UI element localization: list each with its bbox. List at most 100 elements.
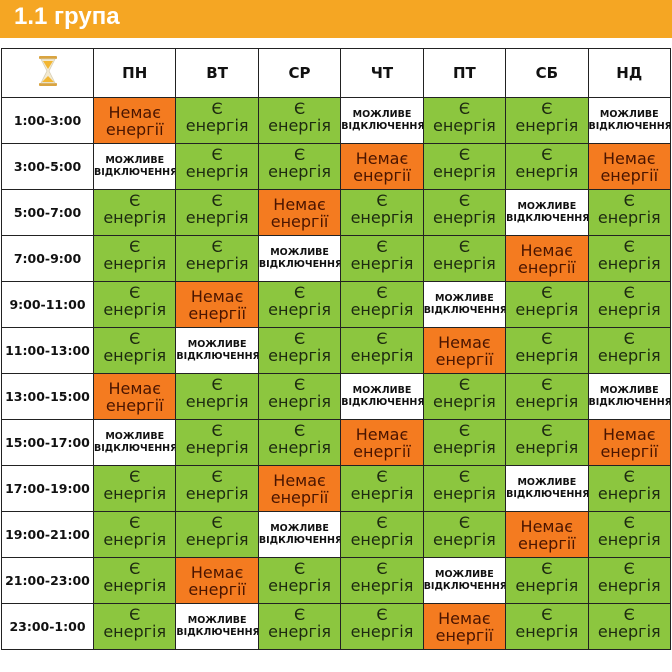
cell-text: енергії (600, 441, 659, 461)
cell-text: Є (623, 466, 635, 486)
day-header: НД (587, 48, 672, 98)
cell-text: енергії (435, 625, 494, 645)
cell-possible-outage: МОЖЛИВЕ ВІДКЛЮЧЕННЯ (422, 557, 507, 604)
cell-text: Є (376, 282, 388, 302)
time-slot: 9:00-11:00 (1, 281, 94, 328)
cell-text: Є (129, 190, 141, 210)
cell-power-off: Немає енергії (92, 97, 177, 144)
cell-text: енергія (185, 529, 249, 549)
cell-text: Є (541, 604, 553, 624)
day-header: ЧТ (340, 48, 424, 98)
cell-power-off: Немає енергії (175, 557, 259, 604)
cell-text: Є (293, 604, 306, 624)
cell-possible-outage: МОЖЛИВЕ ВІДКЛЮЧЕННЯ (175, 327, 259, 374)
time-slot: 7:00-9:00 (1, 235, 94, 282)
cell-text: енергія (515, 575, 579, 595)
cell-text: Немає (108, 102, 161, 122)
cell-text: МОЖЛИВЕ (105, 430, 165, 442)
cell-text: енергія (597, 207, 661, 227)
cell-text: енергія (350, 253, 414, 273)
cell-text: енергія (185, 115, 249, 135)
cell-text: ВІДКЛЮЧЕННЯ (176, 350, 259, 362)
time-slot: 19:00-21:00 (1, 511, 94, 558)
cell-possible-outage: МОЖЛИВЕ ВІДКЛЮЧЕННЯ (505, 465, 589, 512)
time-slot: 11:00-13:00 (1, 327, 94, 374)
cell-text: енергія (515, 345, 579, 365)
cell-text: Є (541, 98, 553, 118)
cell-text: Є (129, 282, 141, 302)
cell-text: енергія (515, 161, 579, 181)
cell-text: МОЖЛИВЕ (187, 614, 247, 626)
cell-text: Є (458, 374, 470, 394)
cell-possible-outage: МОЖЛИВЕ ВІДКЛЮЧЕННЯ (175, 603, 259, 650)
cell-possible-outage: МОЖЛИВЕ ВІДКЛЮЧЕННЯ (257, 511, 342, 558)
cell-text: енергія (597, 299, 661, 319)
cell-text: енергія (597, 253, 661, 273)
cell-text: енергія (103, 529, 167, 549)
cell-text: енергія (185, 253, 249, 273)
title-bar: 1.1 група (0, 0, 672, 38)
cell-text: МОЖЛИВЕ (599, 108, 659, 120)
cell-text: Немає (438, 608, 491, 628)
cell-text: енергія (350, 575, 414, 595)
cell-text: Є (458, 466, 470, 486)
cell-text: енергія (103, 345, 167, 365)
cell-power-off: Немає енергії (587, 143, 672, 190)
cell-possible-outage: МОЖЛИВЕ ВІДКЛЮЧЕННЯ (422, 281, 507, 328)
cell-text: МОЖЛИВЕ (270, 246, 329, 258)
cell-text: Є (541, 374, 553, 394)
day-header: СБ (505, 48, 589, 98)
cell-text: Є (458, 420, 470, 440)
cell-text: енергія (433, 253, 496, 273)
cell-power-off: Немає енергії (505, 235, 589, 282)
cell-text: енергія (433, 207, 496, 227)
cell-text: Є (129, 512, 141, 532)
cell-text: Немає (438, 332, 491, 352)
cell-text: енергія (597, 621, 661, 641)
time-slot: 21:00-23:00 (1, 557, 94, 604)
cell-text: енергія (268, 621, 331, 641)
cell-power-off: Немає енергії (587, 419, 672, 466)
cell-text: Є (129, 558, 141, 578)
cell-text: МОЖЛИВЕ (517, 200, 577, 212)
cell-text: енергія (185, 437, 249, 457)
cell-possible-outage: МОЖЛИВЕ ВІДКЛЮЧЕННЯ (587, 97, 672, 144)
hourglass-icon (38, 56, 57, 86)
cell-text: енергія (103, 483, 167, 503)
cell-text: Є (211, 144, 223, 164)
cell-text: Немає (520, 516, 574, 536)
cell-text: Є (376, 236, 388, 256)
cell-text: Є (541, 420, 553, 440)
cell-text: ВІДКЛЮЧЕННЯ (258, 534, 341, 546)
cell-text: Є (129, 236, 141, 256)
cell-text: ВІДКЛЮЧЕННЯ (176, 626, 259, 638)
cell-text: Є (623, 558, 635, 578)
cell-text: енергія (515, 437, 579, 457)
cell-text: ВІДКЛЮЧЕННЯ (423, 580, 506, 592)
cell-text: МОЖЛИВЕ (517, 476, 577, 488)
cell-text: Є (541, 144, 553, 164)
cell-text: Є (293, 374, 306, 394)
